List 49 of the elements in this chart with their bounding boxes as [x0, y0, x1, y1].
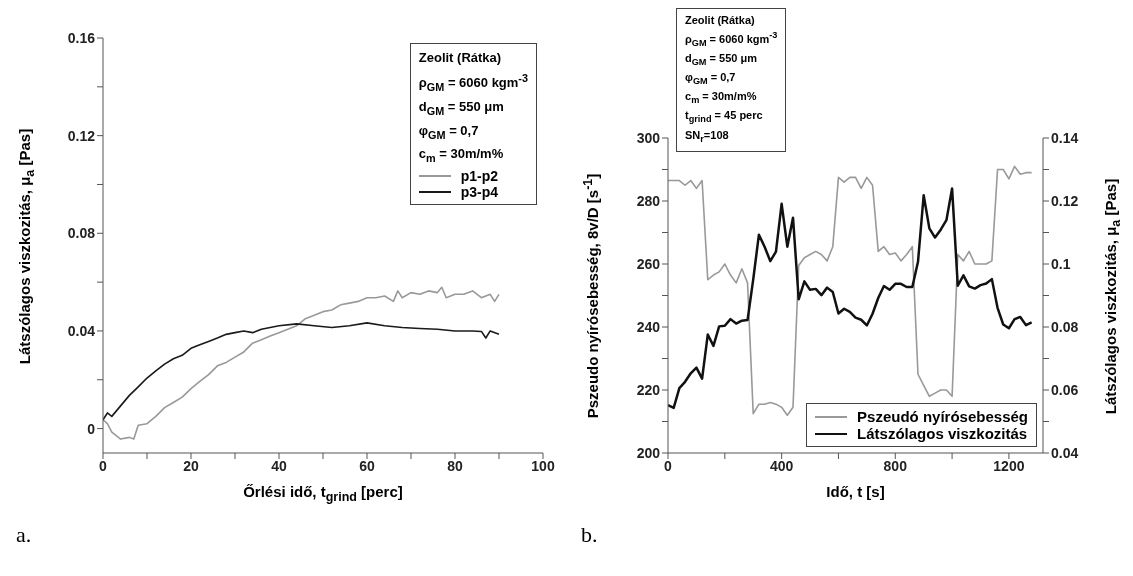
- x-tick-label: 100: [531, 457, 555, 474]
- y2-tick-label: 0.1: [1051, 255, 1071, 272]
- x-tick-label: 0: [99, 457, 108, 474]
- y2-tick-label: 0.08: [1051, 318, 1079, 335]
- y2-tick-label: 0.06: [1051, 381, 1079, 398]
- x-tick-label: 0: [664, 457, 673, 474]
- y-tick-label: 0.04: [67, 322, 96, 339]
- legend-label: p1-p2: [460, 167, 499, 184]
- legend-label: Pszeudó nyírósebesség: [857, 408, 1028, 425]
- x-tick-label: 20: [183, 457, 199, 474]
- x-tick-label: 800: [883, 457, 908, 474]
- text: b.: [581, 522, 598, 548]
- y-tick-label: 260: [636, 255, 661, 272]
- y-tick-label: 0: [87, 420, 96, 437]
- line-series: [103, 286, 500, 440]
- annotation: SN$_{r}$=108: [685, 127, 730, 146]
- x-axis-title: Őrlési idő, t$_{grind}$ [perc]: [242, 483, 404, 504]
- text: d$_{GM}$ = 550 μm: [685, 50, 758, 70]
- text: ρ$_{GM}$ = 6060 kgm$^{-3}$: [685, 29, 778, 50]
- text: c$_{m}$ = 30m/m%: [685, 89, 758, 108]
- y-tick-label: 280: [636, 192, 661, 209]
- text: Zeolit (Rátka): [685, 13, 756, 28]
- annotation: ρ$_{GM}$ = 6060 kgm$^{-3}$: [418, 71, 528, 95]
- y-tick-label: 220: [636, 381, 661, 398]
- x-tick-label: 1200: [993, 457, 1025, 474]
- y2-tick-label: 0.12: [1051, 192, 1079, 209]
- annotation: φ$_{GM}$ = 0,7: [418, 121, 480, 143]
- text: φ$_{GM}$ = 0,7: [685, 70, 737, 89]
- annotation: c$_{m}$ = 30m/m%: [418, 145, 505, 166]
- y-tick-label: 0.08: [67, 225, 96, 242]
- annotation: Zeolit (Rátka): [418, 49, 503, 67]
- y-tick-label: 300: [636, 129, 661, 146]
- y-tick-label: 240: [636, 318, 661, 335]
- x-tick-label: 40: [271, 457, 287, 474]
- line-series: [103, 322, 500, 421]
- y-tick-label: 200: [636, 444, 661, 461]
- legend-label: Látszólagos viszkozitás: [857, 425, 1028, 442]
- y2-tick-label: 0.04: [1051, 444, 1079, 461]
- x-tick-label: 60: [359, 457, 375, 474]
- annotation: d$_{GM}$ = 550 μm: [418, 97, 505, 119]
- x-axis-title: Idő, t [s]: [825, 483, 886, 500]
- x-tick-label: 400: [769, 457, 794, 474]
- text: t$_{grind}$ = 45 perc: [685, 108, 764, 127]
- x-tick-label: 80: [447, 457, 463, 474]
- text: a.: [16, 522, 32, 548]
- y-tick-label: 0.16: [67, 29, 96, 46]
- legend-label: p3-p4: [460, 183, 499, 200]
- y-tick-label: 0.12: [67, 127, 96, 144]
- y2-tick-label: 0.14: [1051, 129, 1079, 146]
